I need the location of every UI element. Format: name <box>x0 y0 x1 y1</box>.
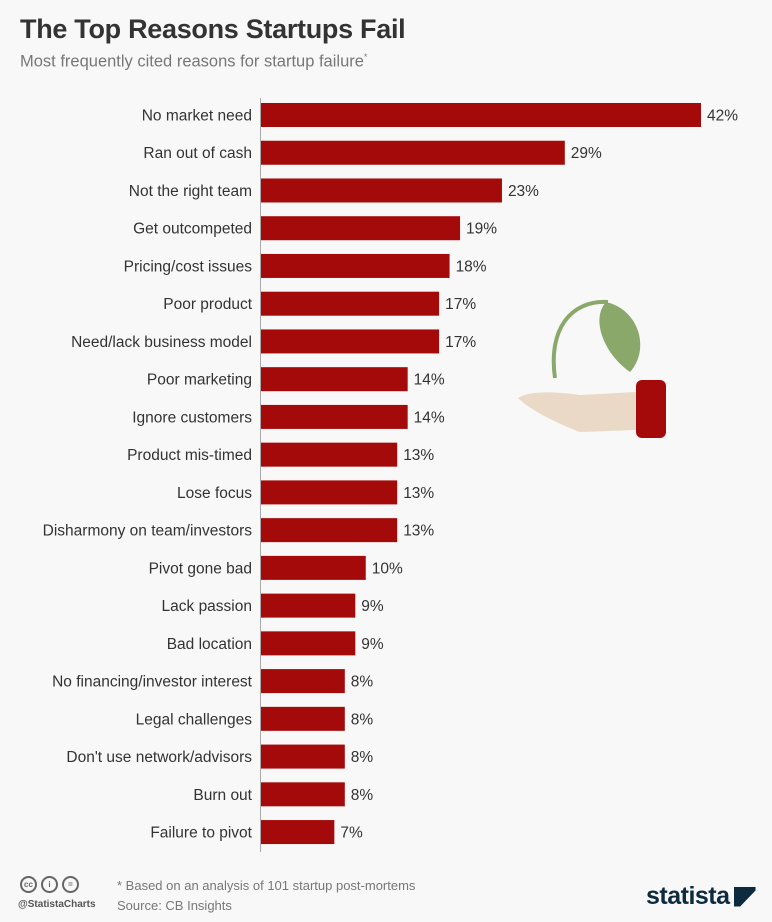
category-label: Bad location <box>167 636 252 653</box>
category-label: Lose focus <box>177 485 252 502</box>
bar <box>261 216 461 241</box>
subtitle-footnote-mark: * <box>363 52 368 62</box>
category-label: Need/lack business model <box>71 334 252 351</box>
value-label: 19% <box>466 221 497 238</box>
value-label: 8% <box>351 749 374 766</box>
value-label: 8% <box>351 674 374 691</box>
value-label: 17% <box>445 296 476 313</box>
value-label: 23% <box>508 183 539 200</box>
bar <box>261 291 440 316</box>
seedling-hand-illustration <box>518 299 666 438</box>
bar <box>261 178 502 203</box>
category-label: Failure to pivot <box>150 825 252 842</box>
value-label: 8% <box>351 711 374 728</box>
statista-logo-icon <box>733 886 756 907</box>
bar <box>261 593 356 618</box>
bar <box>261 367 408 392</box>
bar <box>261 140 565 165</box>
category-label: Pricing/cost issues <box>124 258 253 275</box>
chart-subtitle: Most frequently cited reasons for startu… <box>20 52 367 72</box>
value-label: 9% <box>361 636 384 653</box>
chart-title: The Top Reasons Startups Fail <box>20 14 406 44</box>
value-label: 42% <box>707 108 738 125</box>
value-label: 29% <box>571 145 602 162</box>
value-label: 9% <box>361 598 384 615</box>
value-label: 18% <box>456 258 487 275</box>
value-label: 14% <box>414 409 445 426</box>
stem-icon <box>551 299 609 379</box>
value-label: 8% <box>351 787 374 804</box>
value-label: 7% <box>340 825 363 842</box>
category-label: Ran out of cash <box>143 145 252 162</box>
bar <box>261 631 356 656</box>
category-label: Burn out <box>193 787 252 804</box>
hand-icon <box>518 392 636 432</box>
no-derivatives-icon: = <box>62 876 79 893</box>
bar <box>261 103 701 127</box>
bar <box>261 782 345 807</box>
category-label: Don't use network/advisors <box>66 749 252 766</box>
value-label: 14% <box>414 372 445 389</box>
cc-icon: cc <box>20 876 37 893</box>
value-label: 13% <box>403 523 434 540</box>
sleeve-cuff-icon <box>636 380 666 438</box>
license-icons: cc i = <box>20 876 79 893</box>
category-label: Legal challenges <box>136 711 253 728</box>
value-label: 13% <box>403 447 434 464</box>
category-label: Poor marketing <box>147 372 252 389</box>
category-label: Not the right team <box>129 183 252 200</box>
source: Source: CB Insights <box>117 898 232 913</box>
bar <box>261 669 345 694</box>
category-label: No financing/investor interest <box>52 674 253 691</box>
value-label: 17% <box>445 334 476 351</box>
category-label: Poor product <box>163 296 252 313</box>
bar <box>261 442 398 467</box>
value-label: 13% <box>403 485 434 502</box>
leaf-icon <box>599 302 641 372</box>
subtitle-text: Most frequently cited reasons for startu… <box>20 52 364 71</box>
bar <box>261 253 450 278</box>
bar <box>261 480 398 505</box>
value-label: 10% <box>372 560 403 577</box>
category-label: Ignore customers <box>132 409 252 426</box>
category-label: Get outcompeted <box>133 221 252 238</box>
logo-text: statista <box>646 882 730 910</box>
bar <box>261 404 408 429</box>
category-label: Lack passion <box>162 598 252 615</box>
bar <box>261 744 345 769</box>
attribution-icon: i <box>41 876 58 893</box>
category-label: Pivot gone bad <box>149 560 252 577</box>
social-handle: @StatistaCharts <box>18 899 96 910</box>
bar <box>261 820 335 845</box>
category-label: Product mis-timed <box>127 447 252 464</box>
bar <box>261 555 366 580</box>
statista-logo[interactable]: statista <box>646 882 756 911</box>
category-label: Disharmony on team/investors <box>43 523 253 540</box>
bar <box>261 329 440 354</box>
category-label: No market need <box>142 108 252 125</box>
bar <box>261 706 345 731</box>
bar <box>261 518 398 543</box>
footnote: * Based on an analysis of 101 startup po… <box>117 878 416 893</box>
